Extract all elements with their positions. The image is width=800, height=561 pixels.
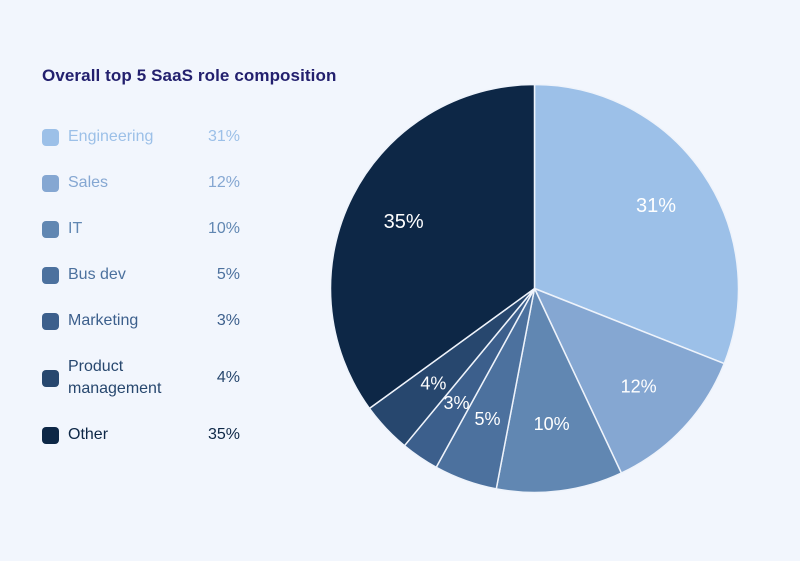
legend-swatch: [42, 174, 59, 192]
pie-slice-it[interactable]: [495, 287, 623, 494]
legend-swatch: [42, 266, 59, 284]
pie-label-marketing: 3%: [443, 393, 469, 413]
legend-item-engineering[interactable]: Engineering 31%: [42, 126, 240, 148]
legend-swatch: [42, 312, 59, 330]
legend-label: Other: [68, 426, 109, 443]
pie-label-bus-dev: 5%: [474, 409, 500, 429]
legend-value: 35%: [207, 426, 240, 443]
legend: Engineering 31% Sales 12% IT 10% Bus dev…: [42, 126, 240, 446]
pie-label-engineering: 31%: [636, 195, 676, 217]
pie-slice-engineering[interactable]: [533, 83, 740, 365]
pie-slice-sales[interactable]: [533, 287, 725, 474]
legend-item-sales[interactable]: Sales 12%: [42, 172, 240, 194]
legend-label: Engineering: [68, 128, 154, 145]
pie-label-sales: 12%: [621, 376, 657, 396]
legend-item-it[interactable]: IT 10%: [42, 218, 240, 240]
chart-title: Overall top 5 SaaS role composition: [42, 66, 337, 85]
legend-label: Product management: [68, 358, 162, 397]
legend-value: 4%: [216, 369, 240, 386]
pie-label-it: 10%: [534, 414, 570, 434]
pie-slice-other[interactable]: [329, 83, 536, 410]
pie-label-other: 35%: [384, 211, 424, 233]
legend-item-marketing[interactable]: Marketing 3%: [42, 310, 240, 332]
legend-item-other[interactable]: Other 35%: [42, 424, 240, 446]
legend-item-product-management[interactable]: Product management 4%: [42, 356, 240, 400]
legend-label: IT: [68, 220, 83, 237]
legend-label: Sales: [68, 174, 109, 191]
legend-value: 10%: [207, 220, 240, 237]
pie-label-product-management: 4%: [420, 374, 446, 394]
legend-item-bus-dev[interactable]: Bus dev 5%: [42, 264, 240, 286]
legend-value: 3%: [216, 312, 240, 329]
legend-value: 31%: [207, 128, 240, 145]
legend-swatch: [42, 369, 59, 387]
legend-value: 5%: [216, 266, 240, 283]
legend-value: 12%: [207, 174, 240, 191]
legend-swatch: [42, 220, 59, 238]
legend-swatch: [42, 426, 59, 444]
legend-swatch: [42, 128, 59, 146]
legend-label: Marketing: [68, 312, 139, 329]
legend-label: Bus dev: [68, 266, 126, 283]
